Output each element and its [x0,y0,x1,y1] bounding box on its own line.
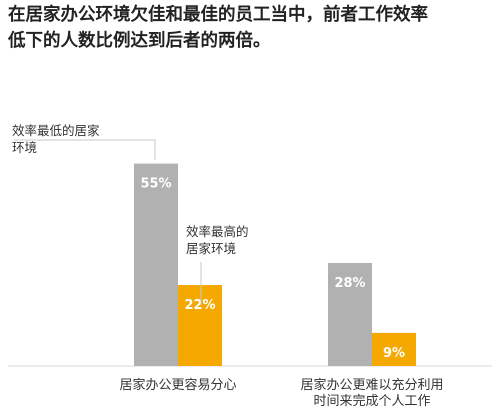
bar-s1-c2 [328,262,372,366]
category-label-2-line-1: 居家办公更难以充分利用 [300,377,443,393]
value-label-s1-c2: 28% [334,276,365,291]
bar-s2-c2 [372,332,416,366]
annotation-leader-1 [14,139,156,160]
category-label-1-line-1: 居家办公更容易分心 [119,377,236,393]
category-label-2-line-2: 时间来完成个人工作 [313,394,430,409]
title-line-2: 低下的人数比例达到后者的两倍。 [8,31,271,51]
title-line-1: 在居家办公环境欠佳和最佳的员工当中，前者工作效率 [8,5,428,25]
value-label-s2-c1: 22% [184,298,215,313]
series-annotation-2-line-2: 居家环境 [186,241,236,256]
value-label-s2-c2: 9% [383,346,405,361]
series-annotation-2-line-1: 效率最高的 [186,224,249,239]
series-annotation-1-line-2: 环境 [12,140,37,155]
chart-title: 在居家办公环境欠佳和最佳的员工当中，前者工作效率 低下的人数比例达到后者的两倍。 [8,2,498,54]
bar-s2-c1 [178,285,222,366]
value-label-s1-c1: 55% [140,177,171,192]
bar-s1-c1 [134,163,178,366]
series-annotation-1-line-1: 效率最低的居家 [12,123,100,138]
